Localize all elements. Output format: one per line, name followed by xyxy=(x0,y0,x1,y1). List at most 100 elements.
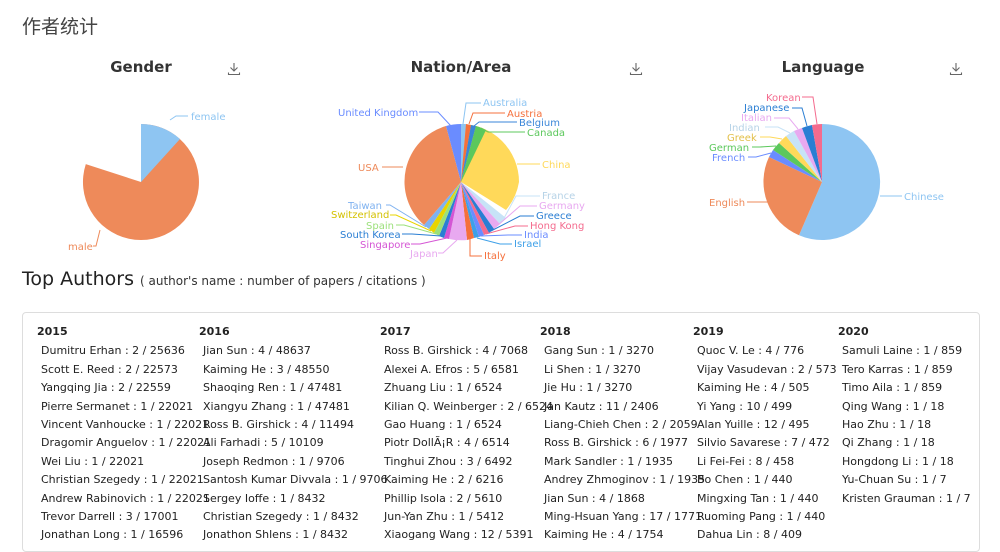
year-heading: 2016 xyxy=(199,325,230,338)
language-slice-greek[interactable] xyxy=(779,136,822,182)
year-column-2020: 2020 Samuli Laine : 1 / 859 Tero Karras … xyxy=(838,323,971,508)
nation-slice-southkorea[interactable] xyxy=(439,182,461,238)
language-slice-japanese[interactable] xyxy=(802,125,822,182)
gender-slice-female[interactable] xyxy=(141,123,180,182)
language-label-japanese: Japanese xyxy=(743,103,789,114)
language-label-french: French xyxy=(712,153,745,164)
nation-label-italy: Italy xyxy=(484,251,506,262)
nation-label-southkorea: South Korea xyxy=(340,230,401,241)
language-chart-title: Language xyxy=(781,58,865,76)
nation-label-canada: Canada xyxy=(527,128,565,139)
author-row: Sergey Ioffe : 1 / 8432 xyxy=(203,491,326,505)
nation-slice-india[interactable] xyxy=(461,182,484,237)
nation-chart-title: Nation/Area xyxy=(410,58,512,76)
nation-slice-hongkong[interactable] xyxy=(461,182,489,235)
author-row: Dahua Lin : 8 / 409 xyxy=(697,528,802,542)
author-row: Kristen Grauman : 1 / 7 xyxy=(842,491,971,505)
author-row: Jonathan Long : 1 / 16596 xyxy=(41,528,184,542)
nation-slice-belgium[interactable] xyxy=(461,125,476,182)
author-row: Mingxing Tan : 1 / 440 xyxy=(697,491,819,505)
nation-slice-switzerland[interactable] xyxy=(429,182,461,233)
language-label-chinese: Chinese xyxy=(904,192,944,203)
language-slice-chinese[interactable] xyxy=(799,123,881,240)
nation-slice-uk[interactable] xyxy=(446,124,461,182)
author-row: Kaiming He : 4 / 1754 xyxy=(544,528,664,542)
language-label-indian: Indian xyxy=(729,123,760,134)
nation-download-icon[interactable] xyxy=(629,62,643,76)
author-row: Li Shen : 1 / 3270 xyxy=(544,362,641,376)
author-row: Tinghui Zhou : 3 / 6492 xyxy=(384,454,513,468)
year-column-2018: 2018 Gang Sun : 1 / 3270 Li Shen : 1 / 3… xyxy=(540,323,705,545)
author-row: Alexei A. Efros : 5 / 6581 xyxy=(384,362,519,376)
author-row: Samuli Laine : 1 / 859 xyxy=(842,344,963,358)
nation-slice-singapore[interactable] xyxy=(444,182,461,239)
year-column-2016: 2016 Jian Sun : 4 / 48637 Kaiming He : 3… xyxy=(199,323,388,545)
nation-label-france: France xyxy=(542,191,575,202)
gender-slice-male[interactable] xyxy=(82,124,199,240)
page-title: 作者统计 xyxy=(22,16,99,38)
language-slice-indian[interactable] xyxy=(786,131,822,182)
nation-slice-israel[interactable] xyxy=(461,182,479,238)
language-slice-german[interactable] xyxy=(773,143,822,182)
nation-slice-france[interactable] xyxy=(461,182,506,224)
nation-slice-usa[interactable] xyxy=(404,126,461,225)
author-row: Pierre Sermanet : 1 / 22021 xyxy=(41,399,194,413)
gender-download-icon[interactable] xyxy=(227,62,241,76)
language-slice-french[interactable] xyxy=(769,150,822,182)
nation-slice-japan[interactable] xyxy=(449,182,467,241)
author-row: Silvio Savarese : 7 / 472 xyxy=(697,436,830,450)
nation-slice-germany[interactable] xyxy=(461,182,500,229)
author-row: Mark Sandler : 1 / 1935 xyxy=(544,454,674,468)
author-row: Gang Sun : 1 / 3270 xyxy=(544,344,655,358)
author-row: Vijay Vasudevan : 2 / 573 xyxy=(697,362,837,376)
top-authors-subtitle: ( author's name : number of papers / cit… xyxy=(140,274,426,288)
nation-label-usa: USA xyxy=(358,163,379,174)
nation-slice-australia[interactable] xyxy=(461,123,466,182)
nation-label-india: India xyxy=(524,230,549,241)
language-slice-korean[interactable] xyxy=(812,124,822,182)
author-row: Tero Karras : 1 / 859 xyxy=(842,362,953,376)
author-row: Wei Liu : 1 / 22021 xyxy=(41,454,145,468)
language-slice-english[interactable] xyxy=(763,157,822,236)
author-row: Qing Wang : 1 / 18 xyxy=(842,399,945,413)
author-row: Alan Yuille : 12 / 495 xyxy=(697,418,810,432)
author-row: Kaiming He : 3 / 48550 xyxy=(203,362,330,376)
nation-label-singapore: Singapore xyxy=(360,240,410,251)
author-row: Dragomir Anguelov : 1 / 22021 xyxy=(41,436,212,450)
nation-slice-italy[interactable] xyxy=(461,182,474,240)
nation-label-taiwan: Taiwan xyxy=(347,201,382,212)
language-slice-italian[interactable] xyxy=(794,128,822,182)
author-row: Phillip Isola : 2 / 5610 xyxy=(384,491,503,505)
year-heading: 2018 xyxy=(540,325,571,338)
nation-slice-canada[interactable] xyxy=(461,126,486,182)
author-row: Yi Yang : 10 / 499 xyxy=(697,399,793,413)
year-heading: 2015 xyxy=(37,325,68,338)
language-download-icon[interactable] xyxy=(949,62,963,76)
author-row: Yu-Chuan Su : 1 / 7 xyxy=(842,473,947,487)
year-heading: 2019 xyxy=(693,325,724,338)
nation-label-japan: Japan xyxy=(409,249,438,260)
language-label-german: German xyxy=(709,143,749,154)
author-row: Jie Hu : 1 / 3270 xyxy=(544,381,633,395)
author-row: Ross B. Girshick : 6 / 1977 xyxy=(544,436,689,450)
nation-label-greece: Greece xyxy=(536,211,572,222)
author-row: Zhuang Liu : 1 / 6524 xyxy=(384,381,503,395)
nation-pie: Australia Austria Belgium Canada China F… xyxy=(331,98,585,262)
nation-label-uk: United Kingdom xyxy=(338,108,418,119)
author-row: Bo Chen : 1 / 440 xyxy=(697,473,793,487)
nation-slice-spain[interactable] xyxy=(434,182,461,236)
nation-label-spain: Spain xyxy=(366,221,394,232)
author-row: Shaoqing Ren : 1 / 47481 xyxy=(203,381,343,395)
author-row: Christian Szegedy : 1 / 22021 xyxy=(41,473,204,487)
nation-label-australia: Australia xyxy=(483,98,527,109)
author-row: Yangqing Jia : 2 / 22559 xyxy=(41,381,171,395)
author-row: Ross B. Girshick : 4 / 11494 xyxy=(203,418,355,432)
nation-slice-taiwan[interactable] xyxy=(424,182,461,229)
author-row: Timo Aila : 1 / 859 xyxy=(842,381,943,395)
language-pie: Korean Japanese Italian Indian Greek Ger… xyxy=(709,93,944,240)
nation-slice-greece[interactable] xyxy=(461,182,494,233)
nation-slice-austria[interactable] xyxy=(461,124,471,182)
nation-label-belgium: Belgium xyxy=(519,118,560,129)
author-row: Hongdong Li : 1 / 18 xyxy=(842,454,954,468)
year-column-2015: 2015 Dumitru Erhan : 2 / 25636 Scott E. … xyxy=(37,323,211,545)
